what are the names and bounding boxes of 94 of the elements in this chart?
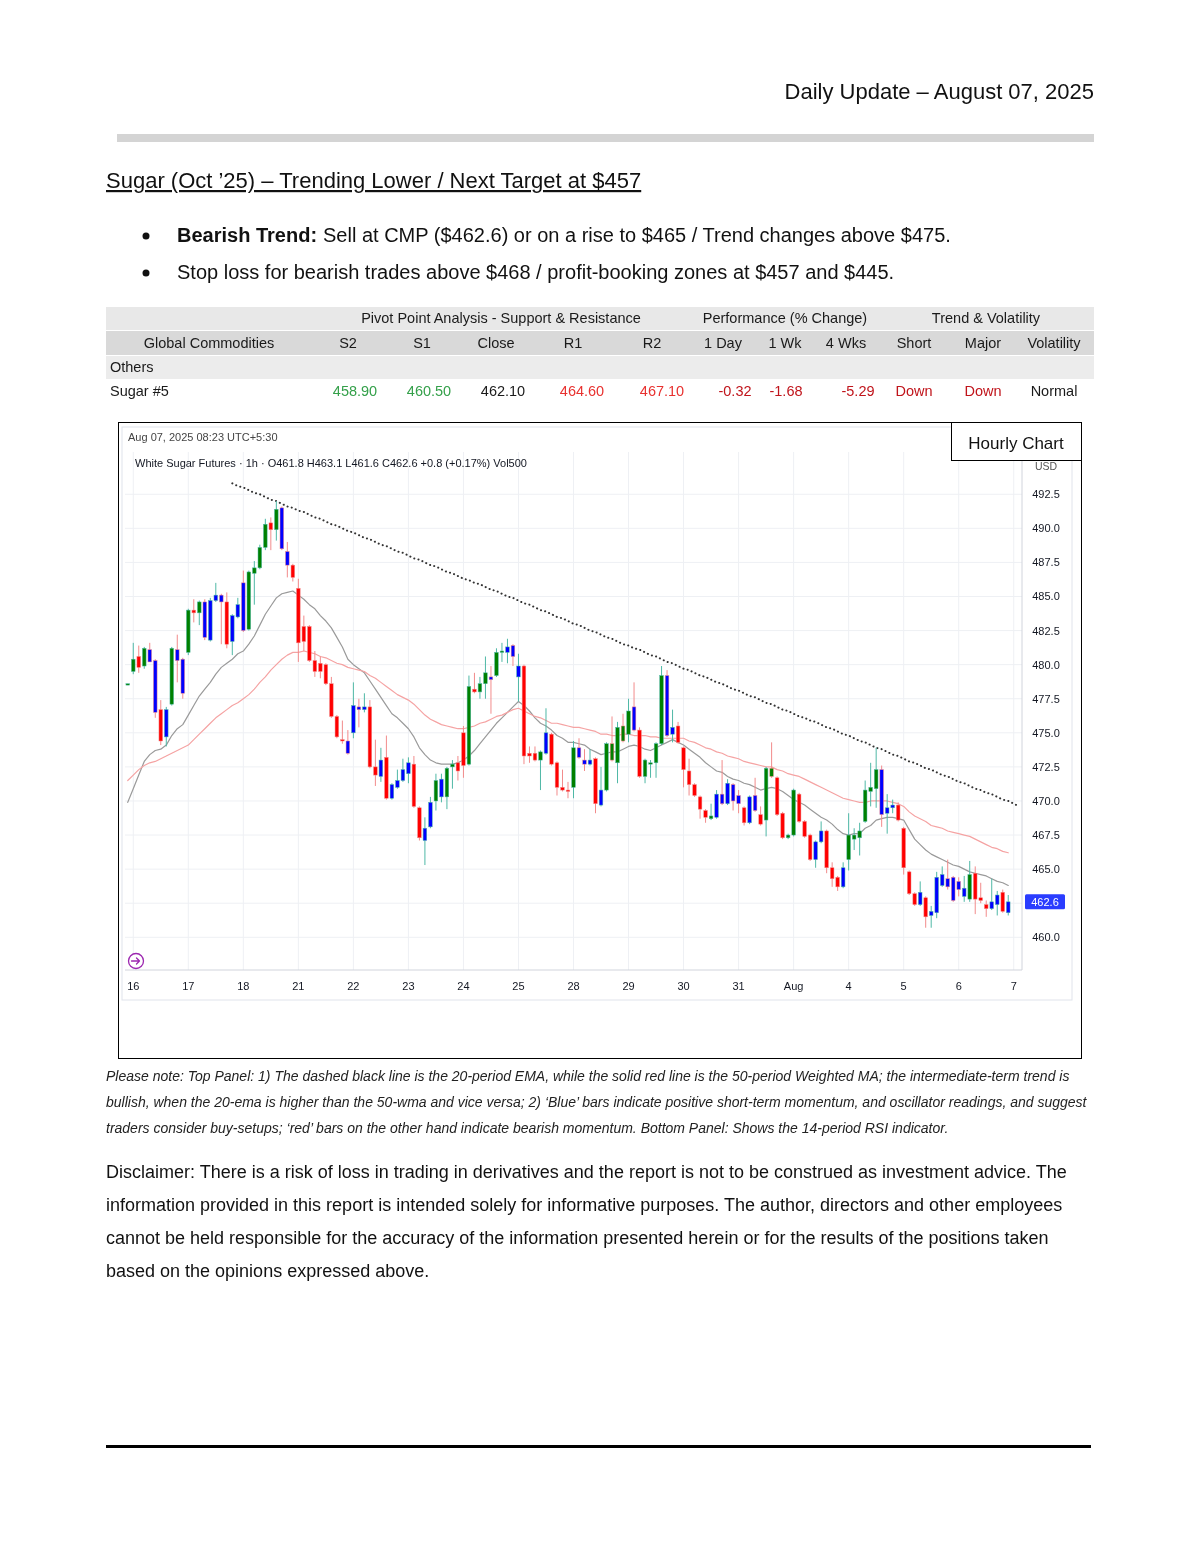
x-tick-label: 21 bbox=[292, 980, 305, 992]
text: 464.60 bbox=[559, 383, 605, 399]
candlestick bbox=[422, 816, 427, 866]
candlestick bbox=[378, 747, 383, 783]
candlestick bbox=[923, 895, 928, 929]
text: Sugar #5 bbox=[110, 383, 169, 399]
text: Disclaimer: There is a risk of loss in trading in derivatives and the report is not to be construed as investment advice. The information provided in this report is intended solely for informative purposes. The author, directors and other employees cannot be held responsible for the accuracy of the information presented herein or for the results of the positions taken based on the opinions expressed above. bbox=[106, 1162, 1067, 1281]
text: S2 bbox=[339, 335, 357, 351]
line-series bbox=[127, 650, 1009, 854]
y-axis-title: USD bbox=[1034, 460, 1058, 472]
text: Daily Update – August 07, 2025 bbox=[784, 79, 1094, 104]
text: Pivot Point Analysis - Support & Resistance bbox=[361, 310, 641, 326]
text: -5.29 bbox=[841, 383, 875, 399]
y-tick-label: 490.0 bbox=[1032, 522, 1060, 535]
chart-subtitle: White Sugar Futures · 1h · O461.8 H463.1 L461.6 C462.6 +0.8 (+0.17%) Vol500 bbox=[135, 457, 527, 469]
text: Performance (% Change) bbox=[702, 310, 868, 326]
candlestick bbox=[576, 737, 582, 760]
text: Volatility bbox=[1027, 335, 1082, 351]
text: 462.6 bbox=[1031, 895, 1059, 908]
candlestick bbox=[131, 642, 136, 675]
text: -1.68 bbox=[769, 383, 803, 399]
candlestick bbox=[758, 805, 763, 827]
x-tick-label: 28 bbox=[567, 980, 580, 992]
candlestick bbox=[488, 665, 494, 715]
text: Down bbox=[964, 383, 1002, 399]
y-tick-label: 492.5 bbox=[1032, 488, 1060, 501]
x-tick-label: 24 bbox=[457, 980, 470, 992]
y-tick-label: 467.5 bbox=[1032, 829, 1060, 842]
candlestick bbox=[268, 516, 273, 551]
text: 458.90 bbox=[332, 383, 378, 399]
text: Short bbox=[896, 335, 932, 351]
y-tick-label: 487.5 bbox=[1032, 556, 1060, 569]
candlestick bbox=[274, 500, 279, 542]
y-tick-label: 472.5 bbox=[1032, 760, 1060, 773]
x-tick-label: 23 bbox=[402, 980, 415, 992]
candlestick bbox=[681, 745, 686, 788]
text: S1 bbox=[413, 335, 431, 351]
x-tick-label: 6 bbox=[955, 980, 962, 992]
y-tick-label: 477.5 bbox=[1032, 692, 1060, 705]
text: Stop loss for bearish trades above $468 / profit-booking zones at $457 and $445. bbox=[177, 261, 895, 283]
y-tick-label: 470.0 bbox=[1032, 794, 1060, 807]
text: Down bbox=[895, 383, 933, 399]
x-tick-label: 16 bbox=[127, 980, 140, 992]
y-tick-label: 485.0 bbox=[1032, 590, 1060, 603]
candlestick bbox=[142, 646, 147, 670]
x-tick-label: Aug bbox=[783, 980, 804, 992]
x-tick-label: 18 bbox=[237, 980, 250, 992]
y-tick-label: 482.5 bbox=[1032, 624, 1060, 637]
x-tick-label: 17 bbox=[182, 980, 195, 992]
x-tick-label: 4 bbox=[845, 980, 852, 992]
candlestick bbox=[197, 600, 202, 626]
candlestick bbox=[191, 598, 196, 623]
y-tick-label: 465.0 bbox=[1032, 863, 1060, 876]
text: Sugar (Oct ’25) – Trending Lower / Next Target at $457 bbox=[106, 168, 642, 193]
line-series bbox=[127, 590, 1009, 887]
candlestick bbox=[742, 805, 747, 827]
candlestick bbox=[918, 880, 923, 907]
y-tick-label: 480.0 bbox=[1032, 658, 1060, 671]
text: Sell at CMP ($462.6) or on a rise to $465 / Trend changes above $475. bbox=[323, 224, 951, 246]
candlestick bbox=[450, 759, 455, 790]
text: Major bbox=[964, 335, 1002, 351]
text: 1 Wk bbox=[768, 335, 803, 351]
x-tick-label: 7 bbox=[1010, 980, 1017, 992]
text: 460.50 bbox=[406, 383, 452, 399]
text: R2 bbox=[642, 335, 662, 351]
text: Others bbox=[110, 359, 154, 375]
y-tick-label: 460.0 bbox=[1032, 931, 1060, 944]
candlestick bbox=[1000, 889, 1005, 914]
x-tick-label: 29 bbox=[622, 980, 635, 992]
text: -0.32 bbox=[718, 383, 752, 399]
text: R1 bbox=[563, 335, 583, 351]
x-tick-label: 25 bbox=[512, 980, 525, 992]
chart-title: Hourly Chart bbox=[968, 434, 1064, 453]
candlestick bbox=[841, 861, 846, 889]
candlestick bbox=[675, 721, 681, 745]
text: 4 Wks bbox=[825, 335, 867, 351]
text: Global Commodities bbox=[143, 335, 275, 351]
text: 1 Day bbox=[704, 335, 743, 351]
text: Normal bbox=[1030, 383, 1078, 399]
text: Trend & Volatility bbox=[931, 310, 1041, 326]
text: Please note: Top Panel: 1) The dashed black line is the 20-period EMA, while the solid red line is the 50-period Weighted MA; the intermediate-term trend is bullish, when the 20-ema is higher than the 50-wma and vice versa; 2) ‘Blue’ bars indicate positive short-term momentum, and oscillator readings, and suggest traders consider buy-setups; ‘red’ bars on the other hand indicate bearish momentum. Bottom Panel: Shows the 14-period RSI indicator. bbox=[106, 1068, 1088, 1136]
candlestick bbox=[516, 653, 521, 702]
x-tick-label: 30 bbox=[677, 980, 690, 992]
text: 462.10 bbox=[480, 383, 526, 399]
text: Aug 07, 2025 08:23 UTC+5:30 bbox=[128, 431, 278, 443]
text: 467.10 bbox=[639, 383, 685, 399]
candlestick bbox=[136, 645, 141, 674]
x-tick-label: 5 bbox=[900, 980, 907, 992]
text: Bearish Trend: bbox=[177, 224, 318, 246]
y-tick-label: 475.0 bbox=[1032, 726, 1060, 739]
x-tick-label: 22 bbox=[347, 980, 360, 992]
x-tick-label: 31 bbox=[732, 980, 745, 992]
text: Close bbox=[477, 335, 515, 351]
candlestick bbox=[1006, 894, 1011, 916]
